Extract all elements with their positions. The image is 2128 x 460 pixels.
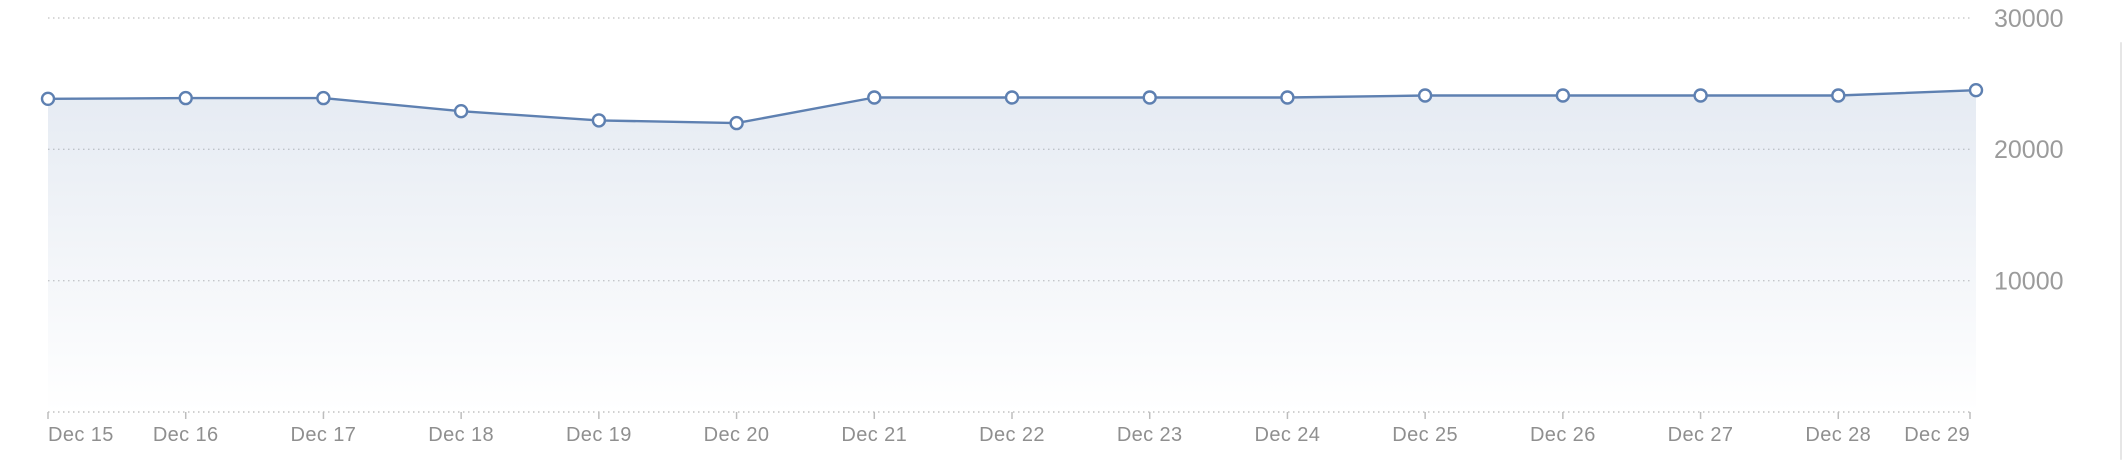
data-points — [40, 82, 1984, 131]
x-tick-label: Dec 27 — [1668, 424, 1734, 446]
panel-right-border — [2120, 42, 2122, 460]
x-tick-label: Dec 19 — [566, 424, 632, 446]
data-point-dec-17[interactable] — [316, 90, 331, 106]
x-tick-label: Dec 29 — [1904, 424, 1970, 446]
data-point-dec-28[interactable] — [1831, 88, 1846, 103]
x-tick-label: Dec 18 — [428, 424, 494, 446]
data-point-dec-21[interactable] — [867, 90, 882, 105]
data-point-dec-25[interactable] — [1417, 88, 1433, 103]
data-point-dec-22[interactable] — [1004, 90, 1020, 105]
data-point-dec-27[interactable] — [1693, 88, 1708, 103]
y-axis-labels: 10000 20000 30000 — [1994, 5, 2064, 296]
data-point-dec-26[interactable] — [1555, 88, 1571, 103]
data-point-dec-23[interactable] — [1142, 90, 1157, 105]
data-point-dec-18[interactable] — [453, 103, 469, 119]
data-point-dec-16[interactable] — [178, 90, 193, 106]
y-tick-label: 20000 — [1994, 136, 2064, 164]
x-tick-label: Dec 26 — [1530, 424, 1596, 446]
data-point-dec-15[interactable] — [40, 91, 56, 107]
data-point-dec-19[interactable] — [591, 113, 607, 128]
x-tick-label: Dec 15 — [48, 424, 114, 446]
series-area — [48, 90, 1976, 412]
x-tick-label: Dec 25 — [1392, 424, 1458, 446]
x-axis: Dec 15 Dec 16 Dec 17 Dec 18 Dec 19 Dec 20 Dec … — [47, 411, 1971, 446]
x-tick-label: Dec 22 — [979, 424, 1045, 446]
x-tick-label: Dec 21 — [841, 424, 907, 446]
data-point-dec-24[interactable] — [1280, 90, 1295, 105]
data-point-dec-20[interactable] — [729, 115, 744, 131]
x-tick-label: Dec 23 — [1117, 424, 1183, 446]
y-tick-label: 30000 — [1994, 5, 2064, 33]
x-tick-label: Dec 24 — [1255, 424, 1321, 446]
x-tick-label: Dec 16 — [153, 424, 219, 446]
y-tick-label: 10000 — [1994, 267, 2064, 295]
x-tick-label: Dec 20 — [704, 424, 770, 446]
x-tick-label: Dec 17 — [291, 424, 357, 446]
data-point-dec-29[interactable] — [1968, 82, 1984, 98]
x-tick-label: Dec 28 — [1805, 424, 1871, 446]
